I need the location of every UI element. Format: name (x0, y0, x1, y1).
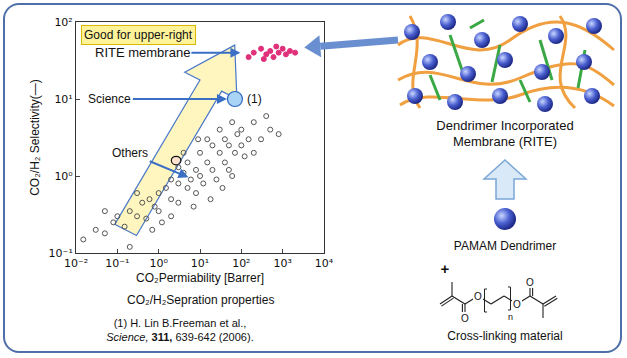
svg-text:10⁻¹: 10⁻¹ (49, 247, 73, 260)
svg-text:Cross-linking material: Cross-linking material (447, 329, 562, 343)
svg-text:(1): (1) (247, 92, 262, 106)
svg-text:Others: Others (112, 146, 148, 160)
svg-text:Membrane (RITE): Membrane (RITE) (453, 134, 557, 149)
svg-text:10³: 10³ (273, 257, 291, 270)
svg-text:10²: 10² (54, 16, 72, 29)
html-text:Science, 311, 639-642 (2006).: Science, 311, 639-642 (2006). (106, 331, 254, 343)
svg-text:O: O (461, 313, 469, 324)
svg-text:Good for upper-right: Good for upper-right (84, 28, 193, 42)
svg-text:n: n (508, 312, 513, 322)
svg-text:CO₂/H₂ Selectivity(—): CO₂/H₂ Selectivity(—) (28, 79, 42, 196)
svg-text:10⁴: 10⁴ (315, 257, 334, 270)
svg-text:CO₂Permiability [Barrer]: CO₂Permiability [Barrer] (136, 271, 264, 285)
svg-text:Science: Science (88, 92, 131, 106)
svg-text:10¹: 10¹ (191, 257, 209, 270)
svg-text:10¹: 10¹ (54, 93, 72, 106)
svg-text:Dendrimer Incorporated: Dendrimer Incorporated (436, 118, 573, 133)
svg-text:10⁰: 10⁰ (54, 170, 73, 183)
svg-text:CO₂/H₂Sepration properties: CO₂/H₂Sepration properties (127, 293, 274, 307)
svg-text:10⁰: 10⁰ (149, 257, 168, 270)
svg-text:10²: 10² (232, 257, 250, 270)
svg-text:O: O (474, 291, 482, 302)
svg-text:O: O (513, 299, 521, 310)
svg-text:10⁻¹: 10⁻¹ (105, 257, 129, 270)
html-text:(1) H. Lin B.Freeman et al.,: (1) H. Lin B.Freeman et al., (113, 317, 247, 329)
svg-text:10⁻²: 10⁻² (64, 257, 88, 270)
svg-text:O: O (526, 277, 534, 288)
svg-text:+: + (441, 260, 450, 277)
svg-text:RITE membrane: RITE membrane (95, 45, 190, 60)
svg-text:PAMAM Dendrimer: PAMAM Dendrimer (454, 239, 556, 253)
